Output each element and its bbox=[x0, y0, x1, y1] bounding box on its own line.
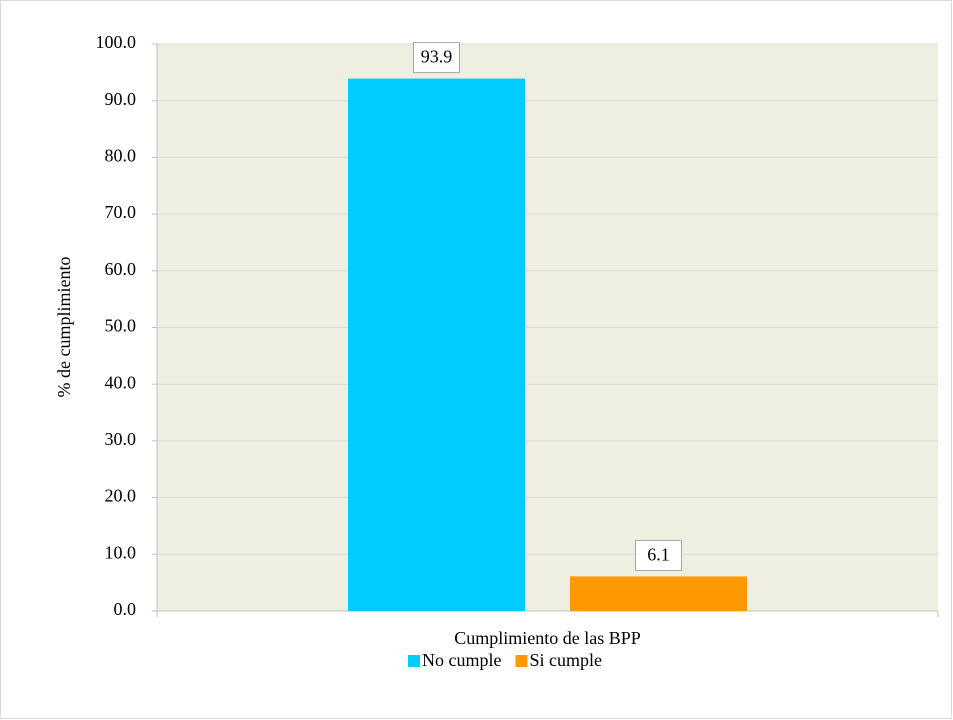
legend-swatch bbox=[408, 655, 420, 667]
bar bbox=[570, 576, 747, 611]
data-label: 93.9 bbox=[421, 47, 453, 67]
legend-label: Si cumple bbox=[529, 650, 602, 670]
y-tick-label: 40.0 bbox=[105, 372, 137, 392]
data-label-box bbox=[635, 539, 682, 571]
y-tick-label: 90.0 bbox=[105, 89, 137, 109]
y-tick-label: 60.0 bbox=[105, 259, 137, 279]
y-tick-label: 50.0 bbox=[105, 316, 137, 336]
y-tick-label: 20.0 bbox=[105, 486, 137, 506]
y-tick-label: 80.0 bbox=[105, 146, 137, 166]
data-label-box bbox=[413, 42, 460, 74]
y-axis-label: % de cumplimiento bbox=[54, 257, 74, 398]
y-tick-label: 100.0 bbox=[96, 32, 137, 52]
legend-label: No cumple bbox=[422, 650, 501, 670]
y-tick-label: 30.0 bbox=[105, 429, 137, 449]
y-tick-label: 10.0 bbox=[105, 542, 137, 562]
bar bbox=[348, 78, 525, 612]
y-tick-label: 0.0 bbox=[114, 599, 137, 619]
x-tick-label: Cumplimiento de las BPP bbox=[454, 628, 641, 648]
legend-swatch bbox=[515, 655, 528, 667]
y-tick-label: 70.0 bbox=[105, 202, 137, 222]
data-label: 6.1 bbox=[647, 545, 670, 565]
